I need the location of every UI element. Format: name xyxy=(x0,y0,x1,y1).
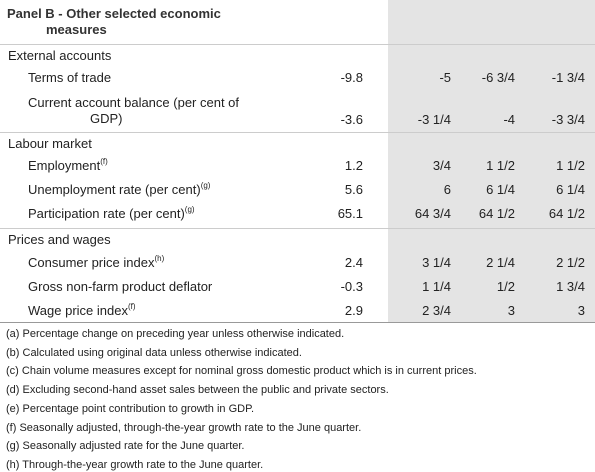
footnote: (f) Seasonally adjusted, through-the-yea… xyxy=(6,421,362,434)
table-row-cpi: Consumer price index(h) 2.4 3 1/4 2 1/4 … xyxy=(0,255,595,273)
value-forecast-3: 1 3/4 xyxy=(556,279,585,294)
section-heading: Prices and wages xyxy=(8,232,111,247)
value-outcome: 2.4 xyxy=(344,255,363,270)
value-forecast-1: -3 1/4 xyxy=(417,112,451,127)
value-forecast-3: 6 1/4 xyxy=(556,182,585,197)
footnote: (h) Through-the-year growth rate to the … xyxy=(6,458,264,471)
row-label: Participation rate (per cent)(g) xyxy=(28,205,195,222)
row-label: Terms of trade xyxy=(28,70,112,85)
value-outcome: -9.8 xyxy=(340,70,363,85)
footnote: (b) Calculated using original data unles… xyxy=(6,346,302,359)
value-forecast-3: -3 3/4 xyxy=(551,112,585,127)
footnote-ref: (g) xyxy=(184,205,195,214)
table-row-deflator: Gross non-farm product deflator -0.3 1 1… xyxy=(0,279,595,297)
value-forecast-2: 2 1/4 xyxy=(486,255,515,270)
forecast-columns-shade xyxy=(388,0,595,322)
value-outcome: 1.2 xyxy=(344,158,363,173)
value-forecast-3: 64 1/2 xyxy=(548,206,585,221)
value-forecast-1: 3 1/4 xyxy=(422,255,451,270)
footer-divider xyxy=(0,322,595,323)
section-heading: Labour market xyxy=(8,136,92,151)
section-labour-market: Labour market xyxy=(0,132,595,154)
value-outcome: 65.1 xyxy=(337,206,363,221)
row-label: Gross non-farm product deflator xyxy=(28,279,213,294)
row-label: Unemployment rate (per cent)(g) xyxy=(28,181,211,198)
footnote: (a) Percentage change on preceding year … xyxy=(6,328,345,340)
footnote: (d) Excluding second-hand asset sales be… xyxy=(6,384,389,397)
footnote-ref: (g) xyxy=(200,181,211,190)
value-forecast-2: 1/2 xyxy=(496,279,515,294)
value-outcome: 2.9 xyxy=(344,303,363,318)
section-heading: External accounts xyxy=(8,48,112,63)
panel-title: Panel B - Other selected economic measur… xyxy=(7,6,221,38)
value-forecast-2: 64 1/2 xyxy=(478,206,515,221)
value-forecast-2: 1 1/2 xyxy=(486,158,515,173)
row-label: Employment(f) xyxy=(28,157,108,174)
table-row-participation: Participation rate (per cent)(g) 65.1 64… xyxy=(0,206,595,224)
footnote: (g) Seasonally adjusted rate for the Jun… xyxy=(6,440,245,453)
value-forecast-1: 6 xyxy=(443,182,451,197)
value-forecast-2: 6 1/4 xyxy=(486,182,515,197)
footnote-ref: (h) xyxy=(154,254,165,263)
value-forecast-2: -6 3/4 xyxy=(481,70,515,85)
section-prices-and-wages: Prices and wages xyxy=(0,228,595,250)
row-label-line2: GDP) xyxy=(90,111,123,126)
table-row-current-account: Current account balance (per cent of GDP… xyxy=(0,95,595,131)
footnote-ref: (f) xyxy=(127,302,136,311)
panel-title-line1: Panel B - Other selected economic xyxy=(7,6,221,21)
row-label: Wage price index(f) xyxy=(28,302,136,319)
value-forecast-2: -4 xyxy=(503,112,515,127)
value-forecast-3: 2 1/2 xyxy=(556,255,585,270)
value-forecast-1: 3/4 xyxy=(432,158,451,173)
table-row-wpi: Wage price index(f) 2.9 2 3/4 3 3 xyxy=(0,303,595,321)
row-label-line1: Current account balance (per cent of xyxy=(28,95,240,110)
table-row-employment: Employment(f) 1.2 3/4 1 1/2 1 1/2 xyxy=(0,158,595,176)
footnotes: (a) Percentage change on preceding year … xyxy=(6,325,477,472)
table-row-unemployment: Unemployment rate (per cent)(g) 5.6 6 6 … xyxy=(0,182,595,200)
footnote: (c) Chain volume measures except for nom… xyxy=(6,365,477,378)
header-divider xyxy=(0,44,595,45)
value-forecast-1: 64 3/4 xyxy=(414,206,451,221)
value-forecast-1: 1 1/4 xyxy=(422,279,451,294)
panel-title-line2: measures xyxy=(46,22,107,37)
value-forecast-3: 3 xyxy=(577,303,585,318)
value-outcome: -0.3 xyxy=(340,279,363,294)
value-outcome: 5.6 xyxy=(344,182,363,197)
value-forecast-3: -1 3/4 xyxy=(551,70,585,85)
row-label: Consumer price index(h) xyxy=(28,254,165,271)
table-row-terms-of-trade: Terms of trade -9.8 -5 -6 3/4 -1 3/4 xyxy=(0,70,595,88)
value-forecast-2: 3 xyxy=(507,303,515,318)
value-outcome: -3.6 xyxy=(340,112,363,127)
value-forecast-1: -5 xyxy=(439,70,451,85)
footnote: (e) Percentage point contribution to gro… xyxy=(6,402,255,415)
value-forecast-1: 2 3/4 xyxy=(422,303,451,318)
value-forecast-3: 1 1/2 xyxy=(556,158,585,173)
footnote-ref: (f) xyxy=(100,157,108,166)
section-external-accounts: External accounts xyxy=(0,45,595,67)
